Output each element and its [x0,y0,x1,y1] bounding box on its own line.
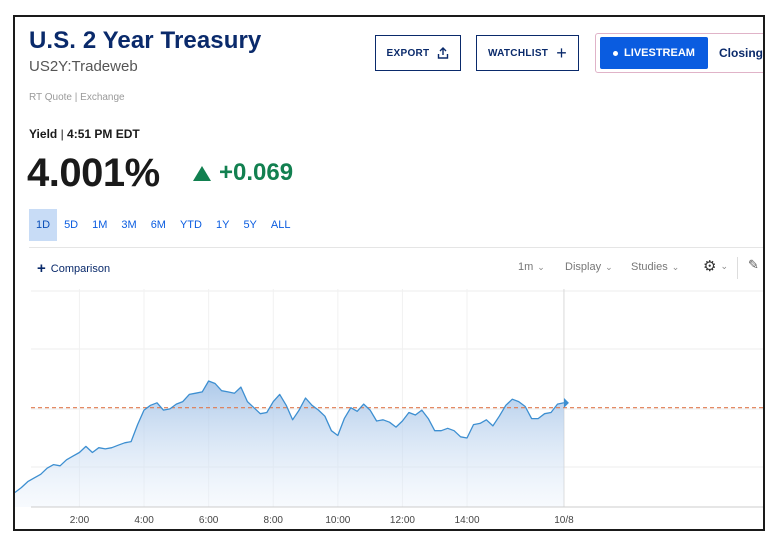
gear-icon: ⚙ [703,258,717,275]
x-tick-label: 8:00 [264,515,284,526]
quote-change: +0.069 [193,159,293,187]
tab-range-label: 1D [36,219,51,231]
interval-dropdown[interactable]: 1m ⌄ [518,261,545,273]
tab-range[interactable]: 6M [144,209,173,241]
live-dot-icon [613,50,619,56]
tab-range[interactable]: 1D [29,209,58,241]
export-icon [438,47,449,59]
yield-separator: | [57,127,68,141]
tab-range-label: 1M [92,219,108,231]
pencil-icon: ✎ [748,257,759,272]
chevron-down-icon: ⌄ [605,261,613,272]
chevron-down-icon: ⌄ [537,261,545,272]
livestream-container [595,33,763,73]
tab-range-label: 1Y [215,219,230,231]
quote-price: 4.001% [27,151,160,195]
tab-range[interactable]: 1M [85,209,114,241]
x-tick-label: 10/8 [554,515,574,526]
tab-range[interactable]: 5D [57,209,85,241]
x-tick-label: 6:00 [199,515,219,526]
range-tabs: 1D 5D 1M 3M 6M YTD 1Y 5Y ALL [29,209,297,241]
interval-value: 1m [518,261,534,273]
display-label: Display [565,261,602,273]
chart-settings-button[interactable]: ⚙ ⌄ [703,257,728,275]
tab-range[interactable]: YTD [173,209,209,241]
tab-range-label: 5D [64,219,79,231]
change-value: +0.069 [219,159,294,186]
toolbar-divider [29,247,763,248]
chevron-down-icon: ⌄ [720,260,728,271]
tab-range[interactable]: ALL [264,209,298,241]
tab-range[interactable]: 3M [114,209,143,241]
symbol-label: US2Y:Tradeweb [29,58,138,75]
x-tick-label: 10:00 [325,515,350,526]
x-tick-label: 14:00 [455,515,480,526]
watchlist-button[interactable]: WATCHLIST + [476,35,579,71]
rt-quote-label: RT Quote | Exchange [29,92,125,103]
last-value-marker [563,397,569,408]
page-title: U.S. 2 Year Treasury [29,27,262,54]
plus-icon: + [37,260,46,277]
up-arrow-icon [193,165,211,181]
x-tick-label: 4:00 [134,515,154,526]
export-button[interactable]: EXPORT [375,35,461,71]
tab-range-label: ALL [270,219,291,231]
export-label: EXPORT [386,47,430,59]
yield-chart[interactable]: 2:00 4:00 6:00 8:00 10:00 12:00 14:00 10/8 [15,287,765,531]
livestream-button[interactable]: LIVESTREAM [600,37,708,69]
studies-dropdown[interactable]: Studies ⌄ [631,261,679,273]
studies-label: Studies [631,261,668,273]
tab-range-label: 3M [121,219,137,231]
closing-link[interactable]: Closing [719,46,763,60]
tab-range[interactable]: 1Y [209,209,236,241]
chevron-down-icon: ⌄ [671,261,680,272]
yield-label: Yield [29,127,58,141]
draw-tool-button[interactable]: ✎ [748,257,759,273]
comparison-button[interactable]: + Comparison [37,261,110,276]
comparison-label: Comparison [50,262,111,275]
tab-range-label: 6M [150,219,166,231]
tab-range-label: 5Y [243,219,257,231]
tab-range[interactable]: 5Y [236,209,263,241]
tab-range-label: YTD [179,219,202,231]
quote-time: 4:51 PM EDT [67,127,140,141]
livestream-label: LIVESTREAM [624,47,695,59]
display-dropdown[interactable]: Display ⌄ [565,261,613,273]
x-tick-label: 12:00 [390,515,415,526]
yield-line [15,380,565,494]
quote-panel: U.S. 2 Year Treasury US2Y:Tradeweb RT Qu… [13,15,765,531]
toolbar-separator [737,257,738,279]
yield-area [15,381,564,507]
x-tick-label: 2:00 [70,515,90,526]
watchlist-label: WATCHLIST [487,47,549,59]
plus-icon: + [556,43,568,63]
yield-time-label: Yield | 4:51 PM EDT [29,127,140,141]
